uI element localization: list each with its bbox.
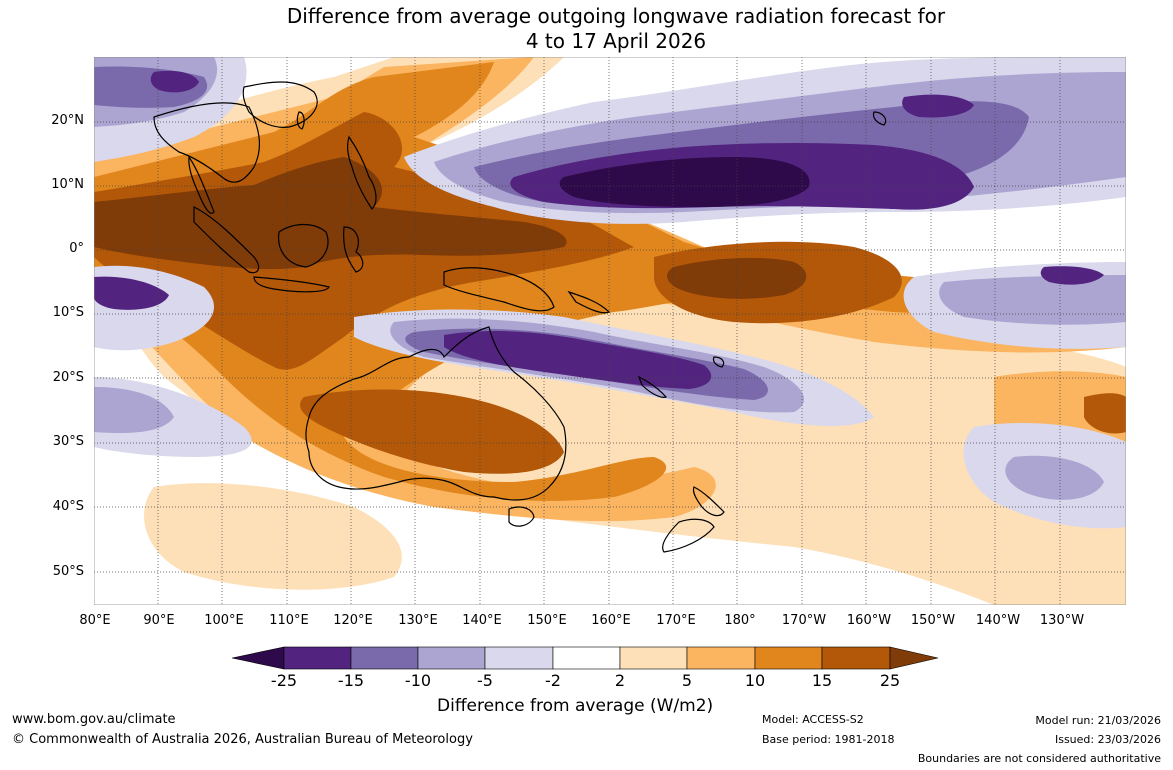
- lon-label-110e: 110°E: [269, 613, 309, 628]
- coastline-indochina: [153, 102, 260, 183]
- colorbar-segment-10-5: [417, 646, 486, 670]
- bom-url-link[interactable]: www.bom.gov.au/climate: [12, 712, 176, 727]
- colorbar-tick--10: -10: [404, 671, 432, 690]
- colorbar-segment-25-15: [283, 646, 352, 670]
- colorbar-segment-5-2: [484, 646, 554, 670]
- colorbar-segment-2-2: [552, 646, 621, 670]
- colorbar: [232, 646, 939, 670]
- graticule: [94, 57, 1126, 605]
- colorbar-segment-2-5: [619, 646, 688, 670]
- base-period: Base period: 1981-2018: [762, 733, 895, 746]
- colorbar-segment-15-25: [821, 646, 891, 670]
- title-line-1: Difference from average outgoing longwav…: [286, 4, 946, 28]
- lat-label-30s: 30°S: [52, 434, 84, 449]
- coastline-solomons: [567, 290, 611, 314]
- map-title: Difference from average outgoing longwav…: [0, 4, 1173, 54]
- lat-label-10s: 10°S: [52, 305, 84, 320]
- colorbar-tick--2: -2: [545, 671, 561, 690]
- colorbar-tick-15: 15: [811, 671, 833, 690]
- lon-label-120e: 120°E: [333, 613, 373, 628]
- coastline-china-coast: [242, 81, 318, 128]
- coastline-philippines: [346, 135, 377, 210]
- colorbar-tick--15: -15: [337, 671, 365, 690]
- lat-label-40s: 40°S: [52, 499, 84, 514]
- coastline-hawaii: [872, 111, 887, 126]
- lat-label-20s: 20°S: [52, 370, 84, 385]
- lon-label-140e: 140°E: [462, 613, 502, 628]
- lon-label-160e: 160°E: [591, 613, 631, 628]
- lon-label-150e: 150°E: [527, 613, 567, 628]
- colorbar-tick-2: 2: [614, 671, 626, 690]
- model-name: Model: ACCESS-S2: [762, 713, 864, 726]
- anomaly-field-pos-25: [94, 157, 567, 270]
- coastline-new-caledonia: [637, 375, 668, 398]
- map-canvas: [94, 57, 1126, 605]
- coastline-fiji: [712, 356, 725, 368]
- anomaly-field-pos-2c: [144, 483, 402, 590]
- colorbar-tick--25: -25: [270, 671, 298, 690]
- coastline-new-zealand-north: [692, 486, 725, 517]
- title-line-2: 4 to 17 April 2026: [525, 29, 707, 53]
- lon-label-100e: 100°E: [204, 613, 244, 628]
- coastline-malay-peninsula: [188, 155, 215, 214]
- lon-label-180: 180°: [724, 613, 756, 628]
- colorbar-segment-5-10: [686, 646, 756, 670]
- lat-label-10n: 10°N: [51, 177, 84, 192]
- coastline-tasmania: [508, 506, 535, 527]
- boundaries-disclaimer: Boundaries are not considered authoritat…: [917, 752, 1161, 765]
- coastline-new-zealand-south: [662, 518, 715, 553]
- anomaly-field-neg-15e: [150, 70, 199, 93]
- lon-label-150w: 150°W: [910, 613, 956, 628]
- colorbar-segment-lt-25: [232, 646, 285, 670]
- colorbar-segment-10-15: [754, 646, 823, 670]
- anomaly-field-pos-15d: [1084, 393, 1126, 434]
- colorbar-tick-10: 10: [744, 671, 766, 690]
- lon-label-90e: 90°E: [143, 613, 175, 628]
- lon-label-130e: 130°E: [398, 613, 438, 628]
- coastline-new-guinea: [443, 267, 555, 312]
- anomaly-field-neg-15d: [902, 94, 974, 118]
- anomaly-field-neg-5f: [1005, 455, 1104, 500]
- anomaly-field-pos-25b: [667, 257, 807, 299]
- colorbar-segment-gt-25: [889, 646, 939, 670]
- lon-label-80e: 80°E: [79, 613, 111, 628]
- colorbar-segment-15-10: [350, 646, 419, 670]
- anomaly-field-neg-25: [559, 157, 810, 207]
- anomaly-field-neg-5e: [94, 387, 174, 434]
- issued-date: Issued: 23/03/2026: [1054, 733, 1161, 746]
- coastlines: [153, 81, 887, 553]
- model-run-date: Model run: 21/03/2026: [1035, 714, 1161, 727]
- anomaly-field-pos-15c: [300, 389, 564, 474]
- anomaly-field-neg-15b: [444, 331, 712, 389]
- lon-label-170e: 170°E: [656, 613, 696, 628]
- lon-label-130w: 130°W: [1039, 613, 1085, 628]
- olr-anomaly-map: [94, 57, 1126, 605]
- lat-label-20n: 20°N: [51, 113, 84, 128]
- colorbar-tick-5: 5: [681, 671, 693, 690]
- anomaly-field-neg-5d: [939, 275, 1126, 325]
- colorbar-label: Difference from average (W/m2): [437, 696, 714, 716]
- coastline-java: [253, 276, 330, 293]
- lon-label-160w: 160°W: [846, 613, 892, 628]
- lat-label-0: 0°: [69, 241, 84, 256]
- coastline-borneo: [278, 223, 329, 268]
- coastline-sumatra: [193, 206, 260, 274]
- coastline-sulawesi: [343, 226, 364, 273]
- coastline-australia: [305, 326, 567, 501]
- anomaly-field-neg-15f: [1040, 266, 1104, 285]
- negative-anomaly-fields: [94, 57, 1126, 529]
- lat-label-50s: 50°S: [52, 564, 84, 579]
- anomaly-field-neg-15c: [94, 276, 169, 310]
- colorbar-tick--5: -5: [477, 671, 493, 690]
- copyright-notice: © Commonwealth of Australia 2026, Austra…: [12, 732, 473, 747]
- lon-label-170w: 170°W: [781, 613, 827, 628]
- colorbar-tick-25: 25: [879, 671, 901, 690]
- coastline-taiwan: [296, 111, 305, 130]
- lon-label-140w: 140°W: [975, 613, 1021, 628]
